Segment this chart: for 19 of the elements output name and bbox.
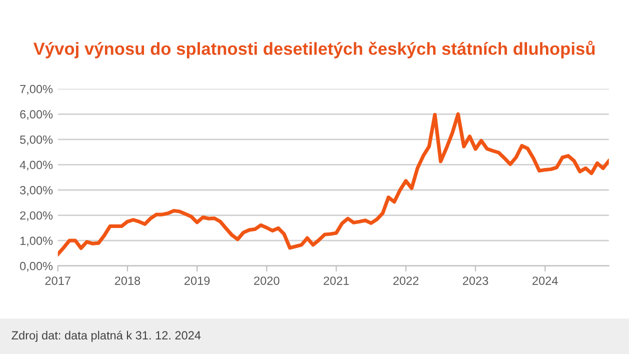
x-tick-label: 2019 xyxy=(184,276,210,285)
y-tick-label: 2,00% xyxy=(20,211,53,222)
y-tick-label: 0,00% xyxy=(20,262,53,272)
chart-title: Vývoj výnosu do splatnosti desetiletých českých státních dluhopisů xyxy=(33,40,595,58)
x-tick-label: 2020 xyxy=(254,276,280,285)
x-tick-label: 2024 xyxy=(532,276,558,285)
y-tick-label: 4,00% xyxy=(20,160,53,170)
y-tick-label: 1,00% xyxy=(20,236,53,246)
line-series xyxy=(58,112,609,256)
x-tick-label: 2021 xyxy=(324,276,349,285)
x-tick-label: 2022 xyxy=(393,276,418,285)
y-tick-label: 3,00% xyxy=(20,186,53,196)
y-tick-label: 5,00% xyxy=(20,135,53,146)
y-tick-label: 6,00% xyxy=(20,110,53,120)
text: Zdroj dat: data platná k 31. 12. 2024 xyxy=(12,330,201,342)
y-tick-label: 7,00% xyxy=(20,84,53,95)
x-tick-label: 2018 xyxy=(114,276,140,285)
x-tick-label: 2023 xyxy=(462,276,488,285)
x-tick-label: 2017 xyxy=(45,276,70,285)
